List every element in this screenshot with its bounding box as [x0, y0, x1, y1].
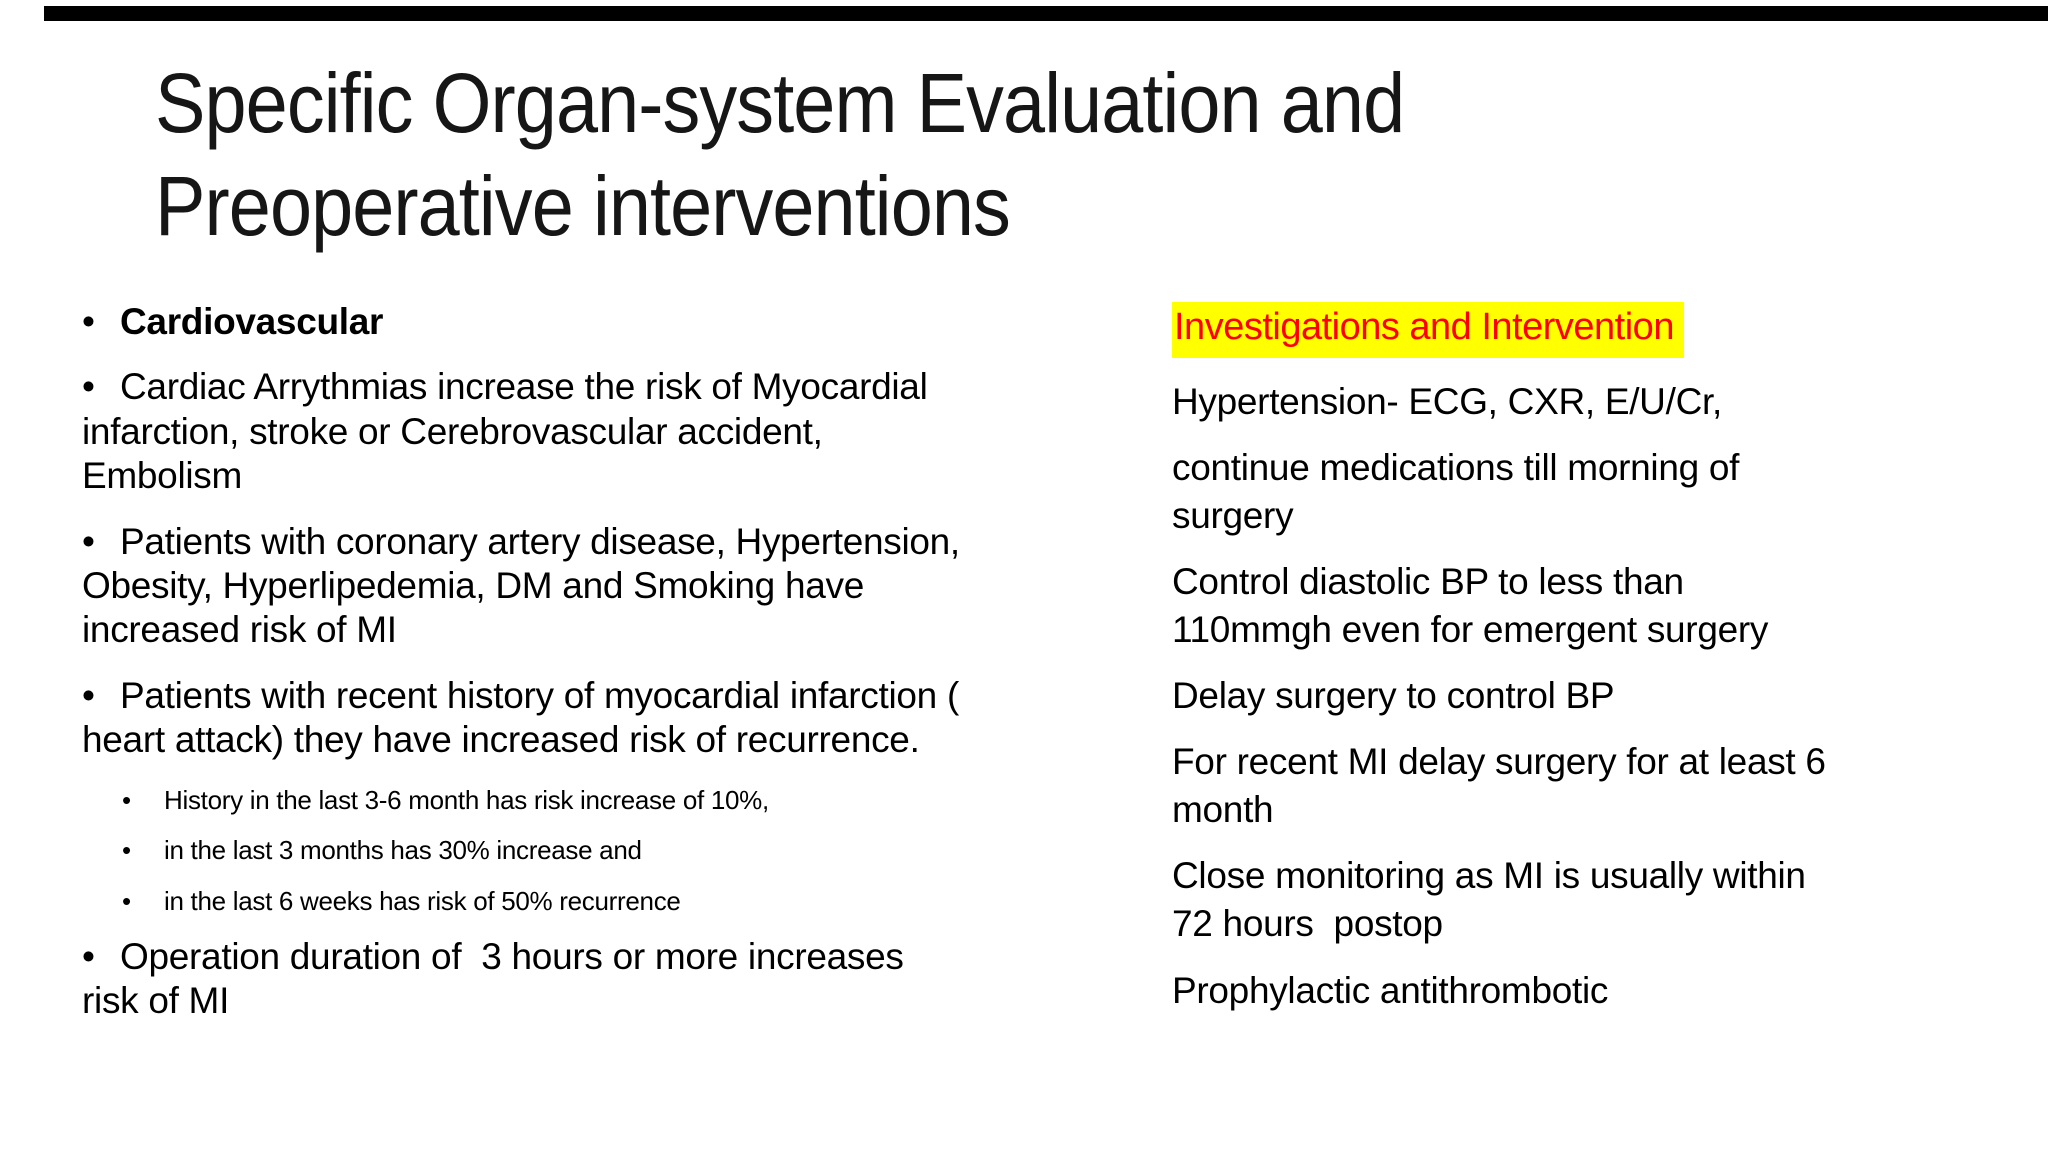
- bullet-icon: •: [122, 835, 131, 866]
- sub-bullet-text: in the last 6 weeks has risk of 50% recu…: [164, 885, 681, 916]
- bullet-icon: •: [82, 674, 95, 716]
- bullet-icon: •: [122, 885, 131, 916]
- bullet-item: • Cardiovascular: [82, 300, 1122, 344]
- bullet-icon: •: [82, 301, 95, 342]
- paragraph: continue medications till morning of sur…: [1172, 446, 1740, 536]
- section-heading-highlight: Investigations and Intervention: [1172, 302, 1684, 358]
- bullet-text: Cardiovascular: [120, 301, 384, 342]
- bullet-text: Operation duration of 3 hours or more in…: [82, 936, 904, 1022]
- bullet-text: Cardiac Arrythmias increase the risk of …: [82, 366, 928, 497]
- sub-bullet-text: History in the last 3-6 month has risk i…: [164, 784, 769, 815]
- bullet-icon: •: [122, 784, 131, 815]
- sub-bullet-item: • in the last 3 months has 30% increase a…: [122, 834, 1122, 867]
- bullet-icon: •: [82, 366, 95, 408]
- bullet-item: • Operation duration of 3 hours or more i…: [82, 935, 1122, 1024]
- bullet-icon: •: [82, 520, 95, 562]
- top-bar: [44, 6, 2048, 21]
- page-title: Specific Organ-system Evaluation and Pre…: [155, 56, 1405, 254]
- right-column: Investigations and Intervention Hyperten…: [1172, 302, 2032, 1033]
- bullet-item: • Patients with recent history of myocard…: [82, 674, 1122, 763]
- sub-bullet-text: in the last 3 months has 30% increase an…: [164, 835, 642, 866]
- paragraph: For recent MI delay surgery for at least…: [1172, 741, 1826, 831]
- bullet-item: • Patients with coronary artery disease, …: [82, 520, 1122, 653]
- paragraph: Prophylactic antithrombotic: [1172, 969, 1609, 1011]
- bullet-item: • Cardiac Arrythmias increase the risk of…: [82, 365, 1122, 498]
- paragraph: Delay surgery to control BP: [1172, 675, 1615, 717]
- paragraph: Close monitoring as MI is usually within…: [1172, 855, 1806, 945]
- bullet-text: Patients with coronary artery disease, H…: [82, 520, 960, 651]
- paragraph: Hypertension- ECG, CXR, E/U/Cr,: [1172, 380, 1722, 422]
- sub-bullet-item: • History in the last 3-6 month has risk …: [122, 784, 1122, 817]
- left-column: • Cardiovascular • Cardiac Arrythmias incr…: [82, 300, 1122, 1045]
- sub-bullet-item: • in the last 6 weeks has risk of 50% rec…: [122, 885, 1122, 918]
- section-heading-wrap: Investigations and Intervention: [1172, 302, 2032, 358]
- bullet-icon: •: [82, 936, 95, 978]
- paragraph: Control diastolic BP to less than 110mmg…: [1172, 560, 1769, 650]
- bullet-text: Patients with recent history of myocardi…: [82, 674, 959, 761]
